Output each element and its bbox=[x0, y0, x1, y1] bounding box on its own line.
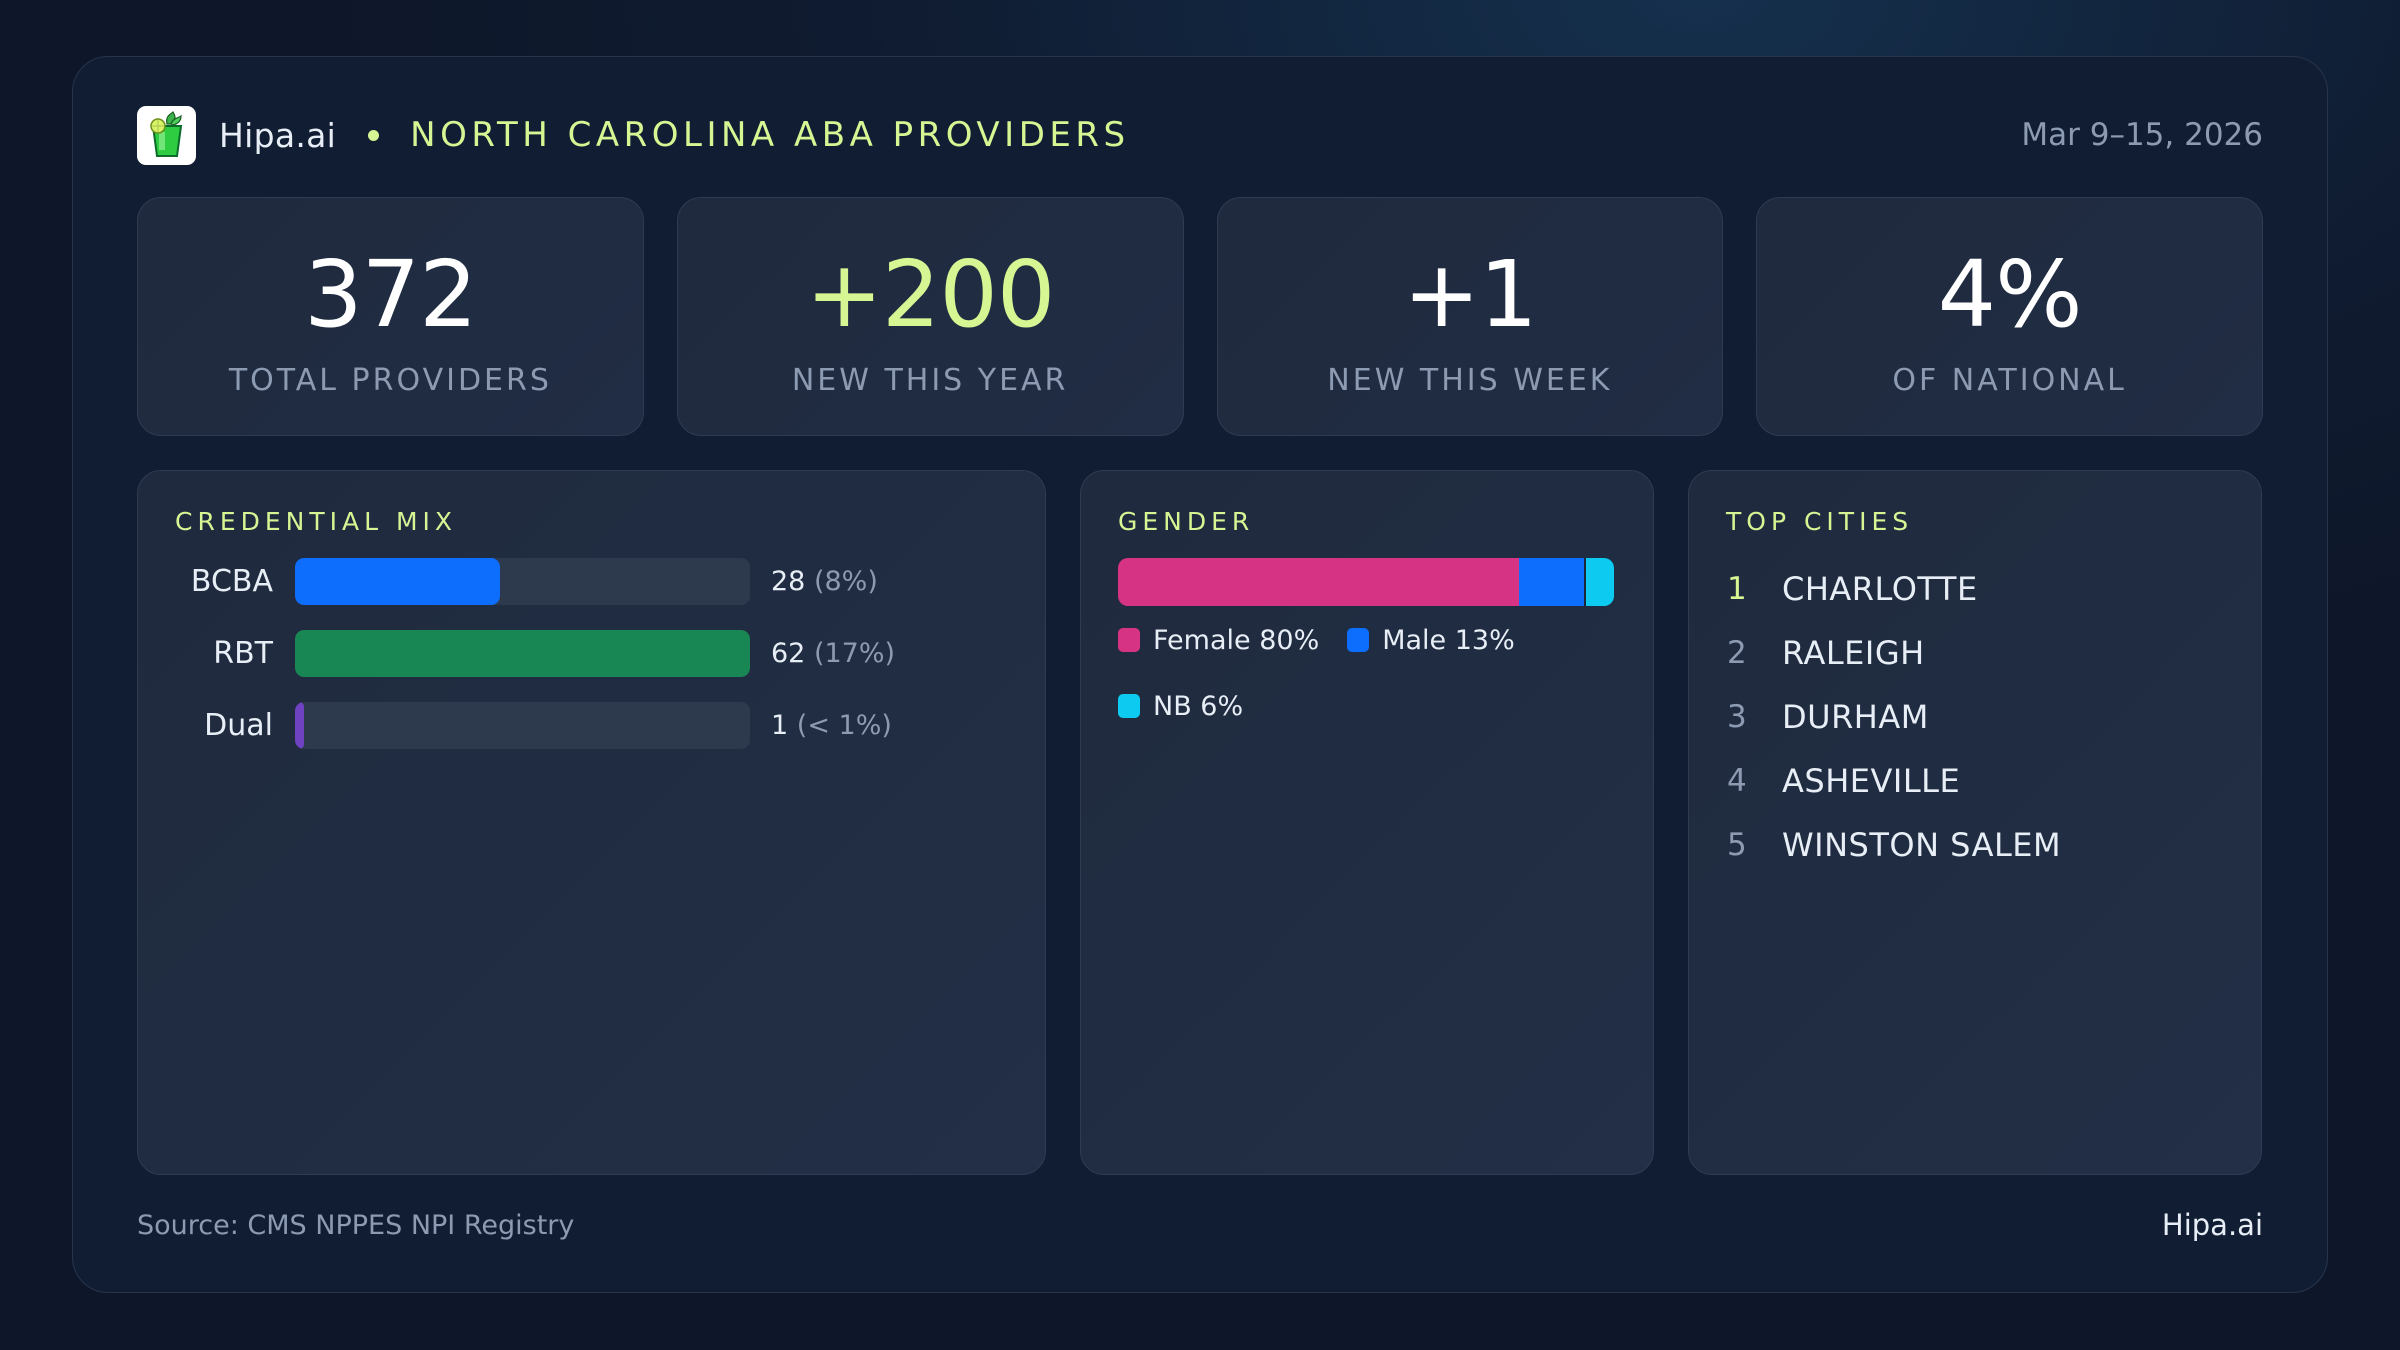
stat-label: NEW THIS WEEK bbox=[1327, 363, 1613, 398]
legend-item-male: Male 13% bbox=[1347, 624, 1515, 656]
gender-segment-female bbox=[1118, 558, 1519, 606]
stat-label: TOTAL PROVIDERS bbox=[228, 363, 552, 398]
credential-value: 1 (< 1%) bbox=[771, 702, 892, 749]
legend-item-nb: NB 6% bbox=[1118, 690, 1618, 722]
stat-label: NEW THIS YEAR bbox=[791, 363, 1069, 398]
stat-value: +200 bbox=[805, 241, 1056, 348]
bar-track bbox=[295, 630, 750, 677]
credential-pct: (< 1%) bbox=[796, 710, 892, 741]
date-range: Mar 9–15, 2026 bbox=[2021, 117, 2263, 153]
stat-value: +1 bbox=[1403, 241, 1538, 348]
brand-name: Hipa.ai bbox=[219, 115, 337, 155]
gender-segment-male bbox=[1518, 558, 1584, 606]
top-cities-panel: TOP CITIES 1 CHARLOTTE 2 RALEIGH 3 DURHA… bbox=[1688, 470, 2262, 1175]
credential-row-dual: Dual 1 (< 1%) bbox=[138, 702, 1045, 749]
gender-panel: GENDER Female 80% Male 13% NB 6% bbox=[1080, 470, 1654, 1175]
city-list: 1 CHARLOTTE 2 RALEIGH 3 DURHAM 4 ASHEVIL… bbox=[1726, 557, 2061, 877]
city-rank: 1 bbox=[1727, 571, 1747, 607]
city-item: 5 WINSTON SALEM bbox=[1726, 813, 2061, 877]
gender-segment-nb bbox=[1583, 558, 1614, 606]
city-name: DURHAM bbox=[1782, 698, 1929, 736]
gender-legend: Female 80% Male 13% NB 6% bbox=[1118, 624, 1618, 722]
bar-track bbox=[295, 702, 750, 749]
credential-mix-panel: CREDENTIAL MIX BCBA 28 (8%) RBT 62 (17%)… bbox=[137, 470, 1046, 1175]
legend-label: Male 13% bbox=[1382, 624, 1515, 656]
credential-count: 28 bbox=[771, 566, 806, 597]
panel-title: GENDER bbox=[1118, 507, 1255, 536]
separator-dot bbox=[368, 129, 380, 141]
stat-value: 372 bbox=[304, 241, 478, 348]
city-item: 1 CHARLOTTE bbox=[1726, 557, 2061, 621]
credential-count: 62 bbox=[771, 638, 806, 669]
bar-fill bbox=[295, 702, 305, 749]
mojito-glass-icon bbox=[137, 105, 196, 165]
stat-card-new-this-week: +1 NEW THIS WEEK bbox=[1216, 197, 1724, 436]
stat-label: OF NATIONAL bbox=[1892, 363, 2127, 398]
bar-fill bbox=[295, 558, 500, 605]
stat-card-total-providers: 372 TOTAL PROVIDERS bbox=[137, 197, 644, 436]
credential-label: RBT bbox=[213, 636, 273, 671]
page-title: NORTH CAROLINA ABA PROVIDERS bbox=[410, 115, 1130, 155]
footer-source: Source: CMS NPPES NPI Registry bbox=[137, 1210, 575, 1241]
stat-card-of-national: 4% OF NATIONAL bbox=[1756, 197, 2263, 436]
city-name: ASHEVILLE bbox=[1782, 762, 1961, 800]
credential-pct: (17%) bbox=[813, 638, 896, 669]
credential-label: Dual bbox=[204, 708, 273, 743]
bar-track bbox=[295, 558, 750, 605]
credential-pct: (8%) bbox=[813, 566, 878, 597]
panel-title: CREDENTIAL MIX bbox=[175, 507, 458, 536]
stat-card-new-this-year: +200 NEW THIS YEAR bbox=[676, 197, 1184, 436]
footer-brand: Hipa.ai bbox=[2161, 1208, 2263, 1242]
legend-swatch bbox=[1118, 694, 1140, 718]
credential-row-bcba: BCBA 28 (8%) bbox=[138, 558, 1045, 605]
credential-label: BCBA bbox=[190, 564, 273, 599]
city-item: 4 ASHEVILLE bbox=[1726, 749, 2061, 813]
header: Hipa.ai NORTH CAROLINA ABA PROVIDERS Mar… bbox=[137, 105, 2263, 165]
bar-fill bbox=[295, 630, 750, 677]
city-rank: 5 bbox=[1727, 827, 1747, 863]
city-name: RALEIGH bbox=[1782, 634, 1925, 672]
city-item: 2 RALEIGH bbox=[1726, 621, 2061, 685]
legend-swatch bbox=[1118, 628, 1140, 652]
stat-cards: 372 TOTAL PROVIDERS +200 NEW THIS YEAR +… bbox=[137, 197, 2263, 436]
credential-value: 62 (17%) bbox=[771, 630, 895, 677]
legend-label: NB 6% bbox=[1153, 690, 1244, 722]
gender-stacked-bar bbox=[1118, 558, 1614, 606]
credential-value: 28 (8%) bbox=[771, 558, 878, 605]
credential-row-rbt: RBT 62 (17%) bbox=[138, 630, 1045, 677]
city-rank: 3 bbox=[1727, 699, 1747, 735]
city-rank: 2 bbox=[1727, 635, 1747, 671]
city-item: 3 DURHAM bbox=[1726, 685, 2061, 749]
legend-swatch bbox=[1347, 628, 1370, 652]
city-name: WINSTON SALEM bbox=[1782, 826, 2062, 864]
panel-title: TOP CITIES bbox=[1726, 507, 1914, 536]
city-name: CHARLOTTE bbox=[1782, 570, 1978, 608]
legend-item-female: Female 80% bbox=[1118, 624, 1320, 656]
stat-value: 4% bbox=[1937, 241, 2083, 348]
legend-label: Female 80% bbox=[1153, 624, 1320, 656]
city-rank: 4 bbox=[1727, 763, 1747, 799]
credential-count: 1 bbox=[771, 710, 789, 741]
